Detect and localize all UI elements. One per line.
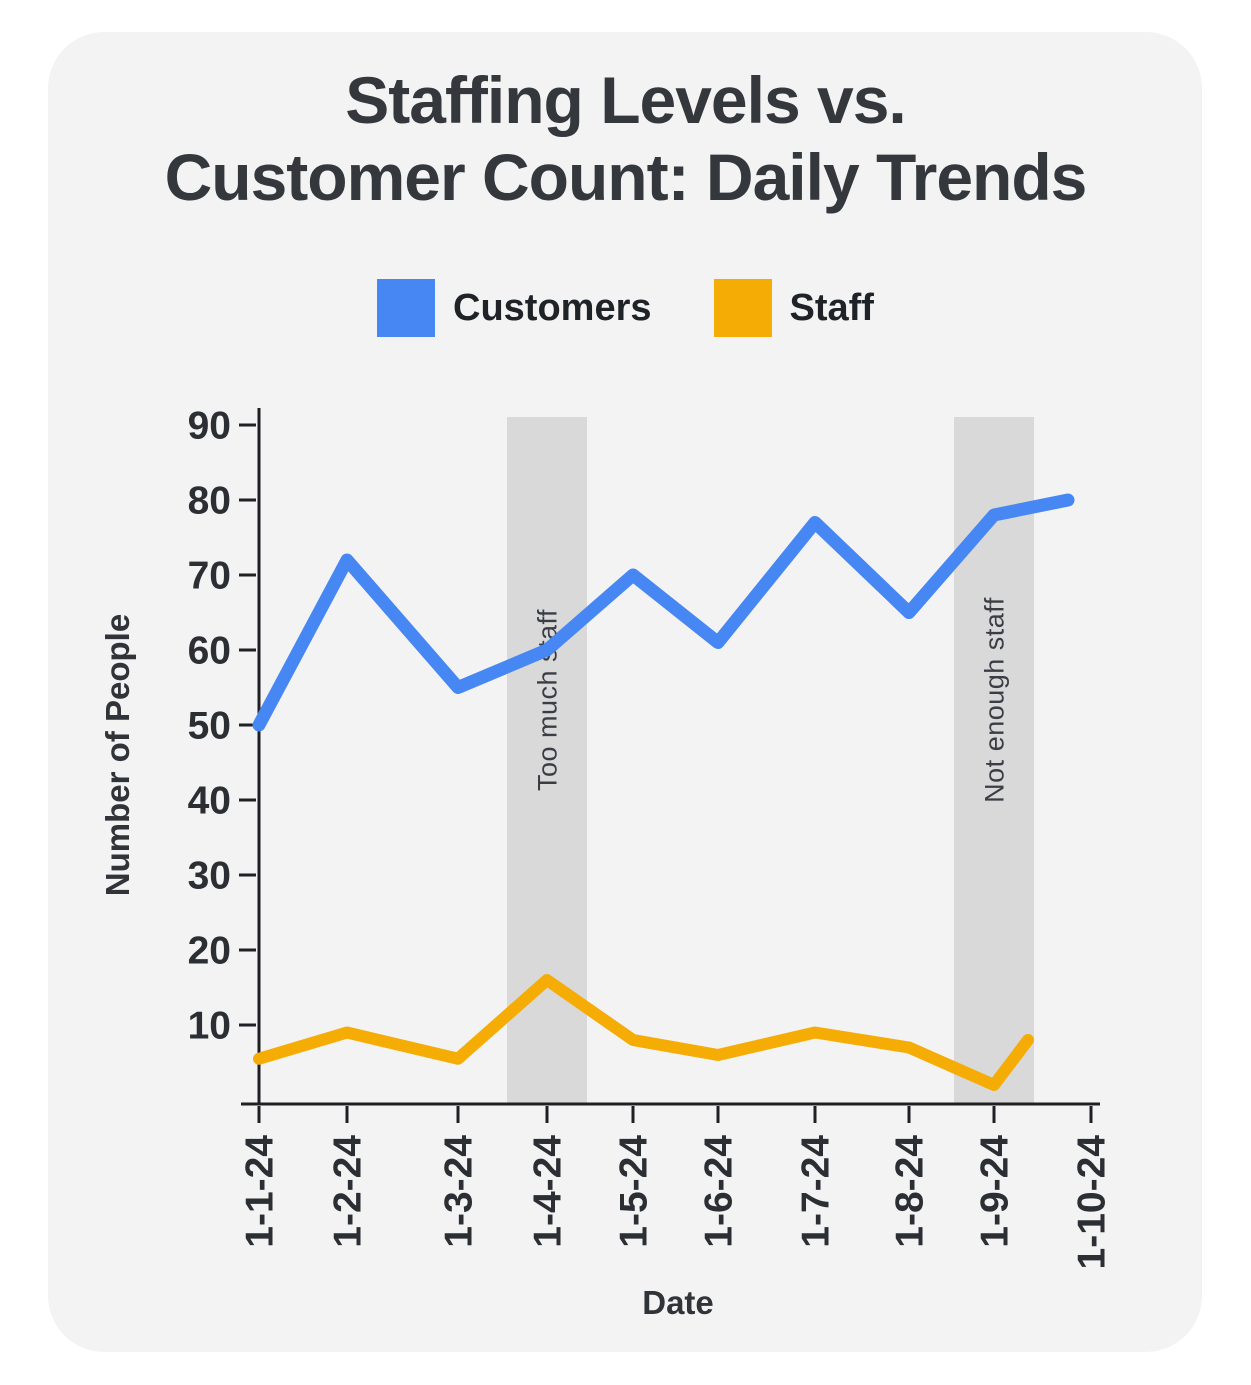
band-annotation-label: Not enough staff: [979, 597, 1009, 803]
y-tick-label: 80: [188, 480, 231, 523]
staff-legend-label: Staff: [789, 286, 874, 329]
legend-item-customers: Customers: [377, 279, 652, 337]
x-tick-label: 1-3-24: [438, 1135, 481, 1248]
x-tick-label: 1-10-24: [1071, 1135, 1114, 1270]
x-tick-label: 1-8-24: [889, 1135, 932, 1248]
staff-legend-swatch: [713, 279, 772, 337]
staff-line: [253, 974, 1034, 1091]
legend: Customers Staff: [0, 279, 1251, 337]
legend-item-staff: Staff: [713, 279, 874, 337]
y-tick-label: 40: [188, 780, 231, 823]
y-tick-label: 90: [188, 405, 231, 448]
chart-title: Staffing Levels vs. Customer Count: Daily…: [0, 62, 1251, 216]
y-tick-label: 30: [188, 855, 231, 898]
customers-legend-label: Customers: [453, 286, 652, 329]
customers-legend-swatch: [377, 279, 436, 337]
x-tick-label: 1-9-24: [974, 1135, 1017, 1248]
y-tick-label: 70: [188, 555, 231, 598]
x-tick-label: 1-5-24: [613, 1135, 656, 1248]
x-tick-label: 1-7-24: [795, 1135, 838, 1248]
y-axis-title: Number of People: [99, 614, 136, 896]
chart-title-line-1: Staffing Levels vs.: [345, 63, 907, 137]
x-tick-label: 1-1-24: [239, 1135, 282, 1248]
y-tick-label: 60: [188, 630, 231, 673]
y-tick-label: 50: [188, 705, 231, 748]
x-tick-label: 1-6-24: [698, 1135, 741, 1248]
chart-title-line-2: Customer Count: Daily Trends: [164, 140, 1088, 214]
highlight-band: [954, 417, 1034, 1104]
y-tick-label: 10: [188, 1005, 231, 1048]
x-tick-label: 1-4-24: [527, 1135, 570, 1248]
x-tick-label: 1-2-24: [327, 1135, 370, 1248]
y-tick-label: 20: [188, 930, 231, 973]
highlight-band: [507, 417, 587, 1104]
customers-line: [252, 493, 1075, 732]
x-axis-title: Date: [642, 1284, 714, 1321]
